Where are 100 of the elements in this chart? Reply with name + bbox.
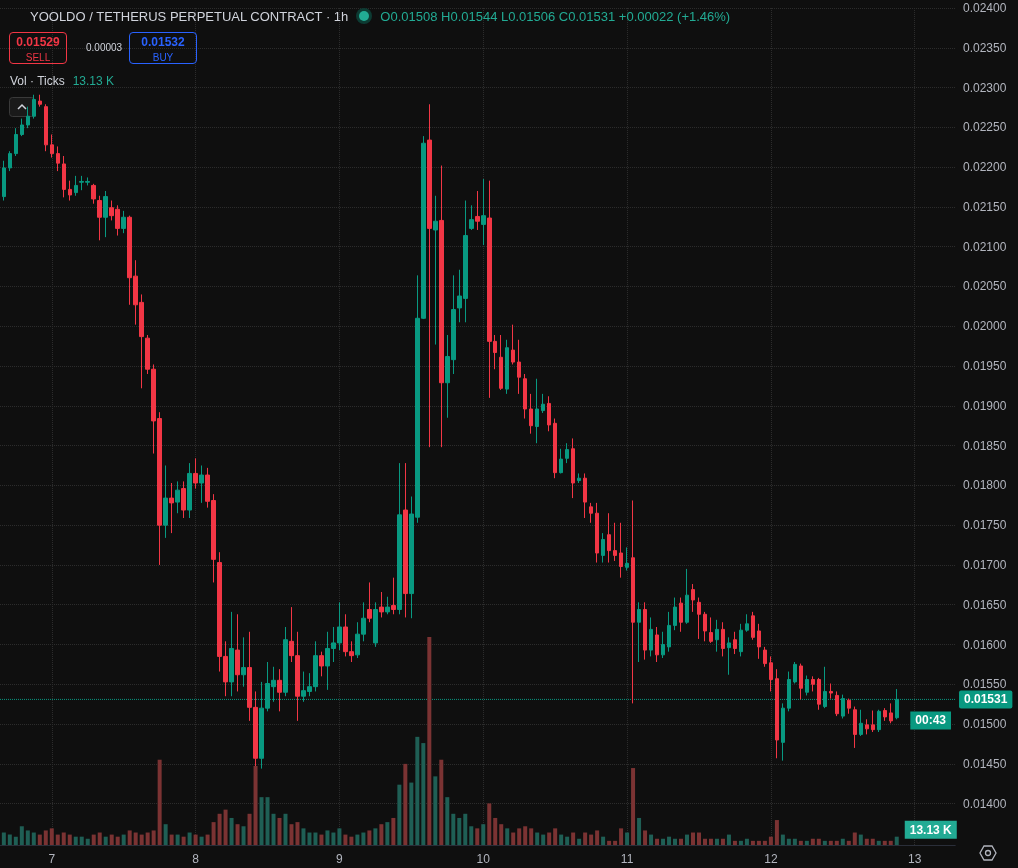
bar bbox=[409, 782, 414, 845]
candlestick bbox=[799, 663, 803, 700]
bar bbox=[211, 822, 216, 845]
candlestick bbox=[433, 195, 438, 346]
bar bbox=[517, 828, 522, 845]
bar bbox=[649, 834, 654, 845]
candlestick bbox=[505, 339, 509, 395]
bar bbox=[13, 836, 18, 845]
bar bbox=[37, 834, 42, 845]
candlestick bbox=[199, 464, 204, 504]
y-tick-label: 0.01450 bbox=[963, 756, 1007, 771]
bar bbox=[726, 834, 731, 845]
candlestick bbox=[715, 619, 719, 653]
bar bbox=[804, 840, 809, 845]
bar bbox=[439, 759, 444, 845]
bar bbox=[97, 832, 102, 845]
bar bbox=[145, 832, 150, 845]
candlestick bbox=[781, 702, 785, 762]
bar bbox=[762, 840, 767, 845]
candlestick bbox=[319, 651, 324, 677]
y-tick-label: 0.01800 bbox=[963, 478, 1007, 493]
bar bbox=[714, 838, 719, 845]
y-tick-label: 0.02150 bbox=[963, 199, 1007, 214]
annotation: SELL bbox=[24, 51, 52, 65]
candlestick bbox=[889, 702, 893, 724]
bar bbox=[79, 836, 84, 845]
bar bbox=[283, 813, 288, 845]
annotation: 0.00003 bbox=[86, 42, 123, 53]
candlestick bbox=[373, 601, 378, 648]
candlestick bbox=[643, 601, 647, 661]
bar bbox=[828, 840, 833, 845]
bar bbox=[55, 834, 60, 845]
candlestick bbox=[26, 106, 30, 129]
y-tick-label: 0.02000 bbox=[963, 319, 1007, 334]
bar bbox=[421, 743, 426, 845]
bar bbox=[535, 832, 540, 845]
candlestick bbox=[829, 682, 833, 700]
bar bbox=[43, 830, 48, 845]
bar bbox=[259, 797, 264, 845]
x-tick-label: 7 bbox=[48, 852, 56, 866]
bar bbox=[67, 834, 72, 845]
candlestick bbox=[2, 160, 6, 202]
bar bbox=[115, 836, 120, 845]
candlestick bbox=[62, 155, 66, 198]
y-tick-label: 0.01600 bbox=[963, 637, 1007, 652]
bar bbox=[271, 813, 276, 845]
candlestick bbox=[871, 710, 875, 733]
bar bbox=[199, 836, 204, 845]
bar bbox=[325, 830, 330, 845]
bar bbox=[61, 832, 66, 845]
bar bbox=[505, 828, 510, 845]
chart-title: YOOLDO / TETHERUS PERPETUAL CONTRACT · 1h bbox=[30, 8, 349, 24]
y-tick-label: 0.01550 bbox=[963, 677, 1007, 692]
annotation: 13.13 K bbox=[909, 822, 953, 837]
candlestick bbox=[181, 480, 186, 519]
candlestick bbox=[631, 499, 635, 704]
candlestick bbox=[565, 442, 569, 464]
bar bbox=[337, 828, 342, 845]
candlestick bbox=[547, 395, 551, 432]
bar bbox=[768, 836, 773, 845]
bar bbox=[445, 797, 450, 845]
candlestick bbox=[577, 472, 581, 484]
bar bbox=[523, 826, 528, 845]
candlestick bbox=[661, 631, 665, 659]
bar bbox=[175, 834, 180, 845]
bar bbox=[780, 834, 785, 845]
bar bbox=[457, 817, 462, 845]
bar bbox=[289, 824, 294, 845]
bar bbox=[499, 824, 504, 845]
bar bbox=[187, 832, 192, 845]
bar bbox=[565, 836, 570, 845]
bar bbox=[583, 832, 588, 845]
bar bbox=[882, 840, 887, 845]
candlestick bbox=[175, 480, 180, 514]
candlestick bbox=[481, 178, 486, 246]
candlestick bbox=[439, 165, 444, 448]
bar bbox=[361, 832, 366, 845]
bar bbox=[73, 836, 78, 845]
candlestick bbox=[571, 437, 575, 499]
bar bbox=[397, 784, 402, 845]
candlestick bbox=[721, 621, 725, 657]
bar bbox=[529, 828, 534, 845]
candlestick bbox=[847, 698, 851, 715]
bar bbox=[373, 828, 378, 845]
candlestick bbox=[739, 623, 743, 657]
bar bbox=[277, 817, 282, 845]
bar bbox=[720, 838, 725, 845]
x-tick-label: 10 bbox=[476, 852, 491, 866]
bar bbox=[655, 838, 660, 845]
bar bbox=[349, 836, 354, 845]
bar bbox=[894, 836, 899, 845]
bar bbox=[391, 817, 396, 845]
candlestick bbox=[655, 626, 659, 663]
bar bbox=[679, 838, 684, 845]
bar bbox=[475, 828, 480, 845]
candlestick bbox=[97, 195, 102, 241]
bar bbox=[91, 834, 96, 845]
bar bbox=[637, 817, 642, 845]
bar bbox=[25, 830, 30, 845]
bar bbox=[864, 838, 869, 845]
